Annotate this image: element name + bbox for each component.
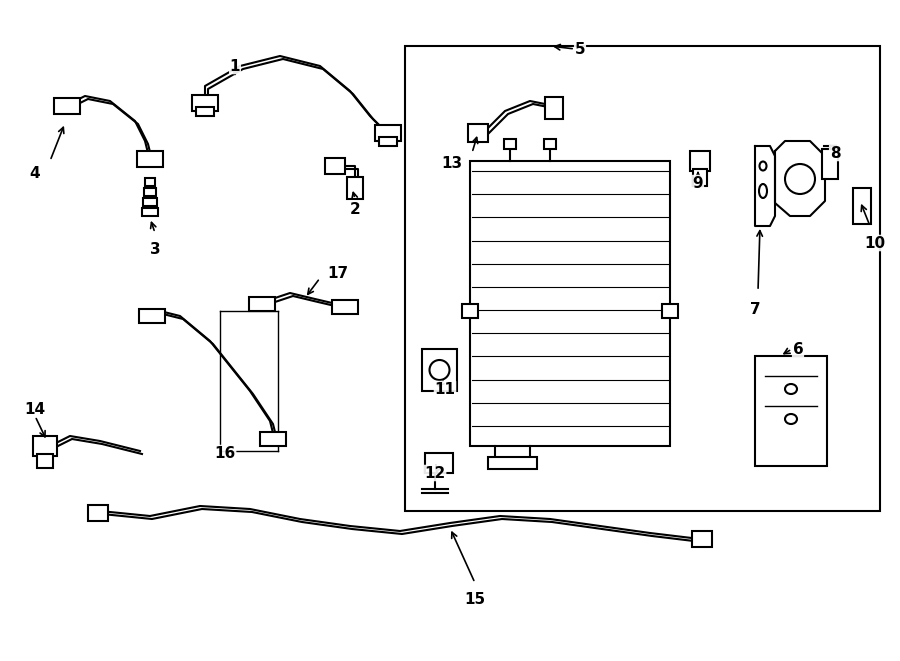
Bar (196, 107, 214, 116)
Text: 8: 8 (830, 145, 841, 161)
Bar (693, 169, 707, 186)
Bar (88, 505, 108, 521)
Text: 17: 17 (328, 266, 348, 280)
Bar (137, 151, 163, 167)
Circle shape (785, 164, 815, 194)
Bar (139, 309, 165, 323)
Bar (249, 297, 275, 311)
Ellipse shape (785, 414, 797, 424)
Text: 11: 11 (435, 381, 455, 397)
Bar (379, 137, 397, 146)
Bar (260, 432, 286, 446)
Bar (144, 188, 156, 196)
Text: 12: 12 (425, 465, 446, 481)
Text: 7: 7 (750, 301, 760, 317)
Bar (692, 531, 712, 547)
Text: 16: 16 (214, 446, 236, 461)
Bar (425, 453, 453, 473)
Bar (192, 95, 218, 111)
Bar (462, 304, 478, 318)
Bar (488, 457, 537, 469)
Ellipse shape (760, 161, 767, 171)
Text: 3: 3 (149, 241, 160, 256)
Ellipse shape (759, 184, 767, 198)
Text: 9: 9 (693, 176, 703, 190)
Bar (145, 178, 155, 186)
Bar (470, 161, 670, 446)
Bar (422, 349, 457, 391)
Bar (544, 139, 556, 149)
Bar (545, 97, 563, 119)
Text: 1: 1 (230, 59, 240, 73)
Bar (504, 139, 516, 149)
Bar (755, 356, 827, 466)
Bar (853, 188, 871, 224)
Text: 15: 15 (464, 592, 486, 607)
Bar (142, 208, 158, 216)
Text: 4: 4 (30, 165, 40, 180)
Bar (347, 177, 363, 199)
Text: 13: 13 (441, 155, 463, 171)
Bar (332, 300, 358, 314)
Bar (468, 124, 488, 142)
Text: 10: 10 (864, 235, 886, 251)
Bar (37, 454, 53, 468)
Bar (325, 158, 345, 174)
Bar (690, 151, 710, 171)
Circle shape (429, 360, 449, 380)
Bar (54, 98, 80, 114)
Text: 6: 6 (793, 342, 804, 356)
Bar (405, 46, 880, 511)
Bar (143, 198, 157, 206)
Bar (33, 436, 57, 456)
Bar (662, 304, 678, 318)
Bar (822, 149, 838, 179)
Text: 5: 5 (575, 42, 585, 56)
Text: 2: 2 (349, 202, 360, 217)
Ellipse shape (785, 384, 797, 394)
Text: 14: 14 (24, 401, 46, 416)
Bar (375, 125, 401, 141)
